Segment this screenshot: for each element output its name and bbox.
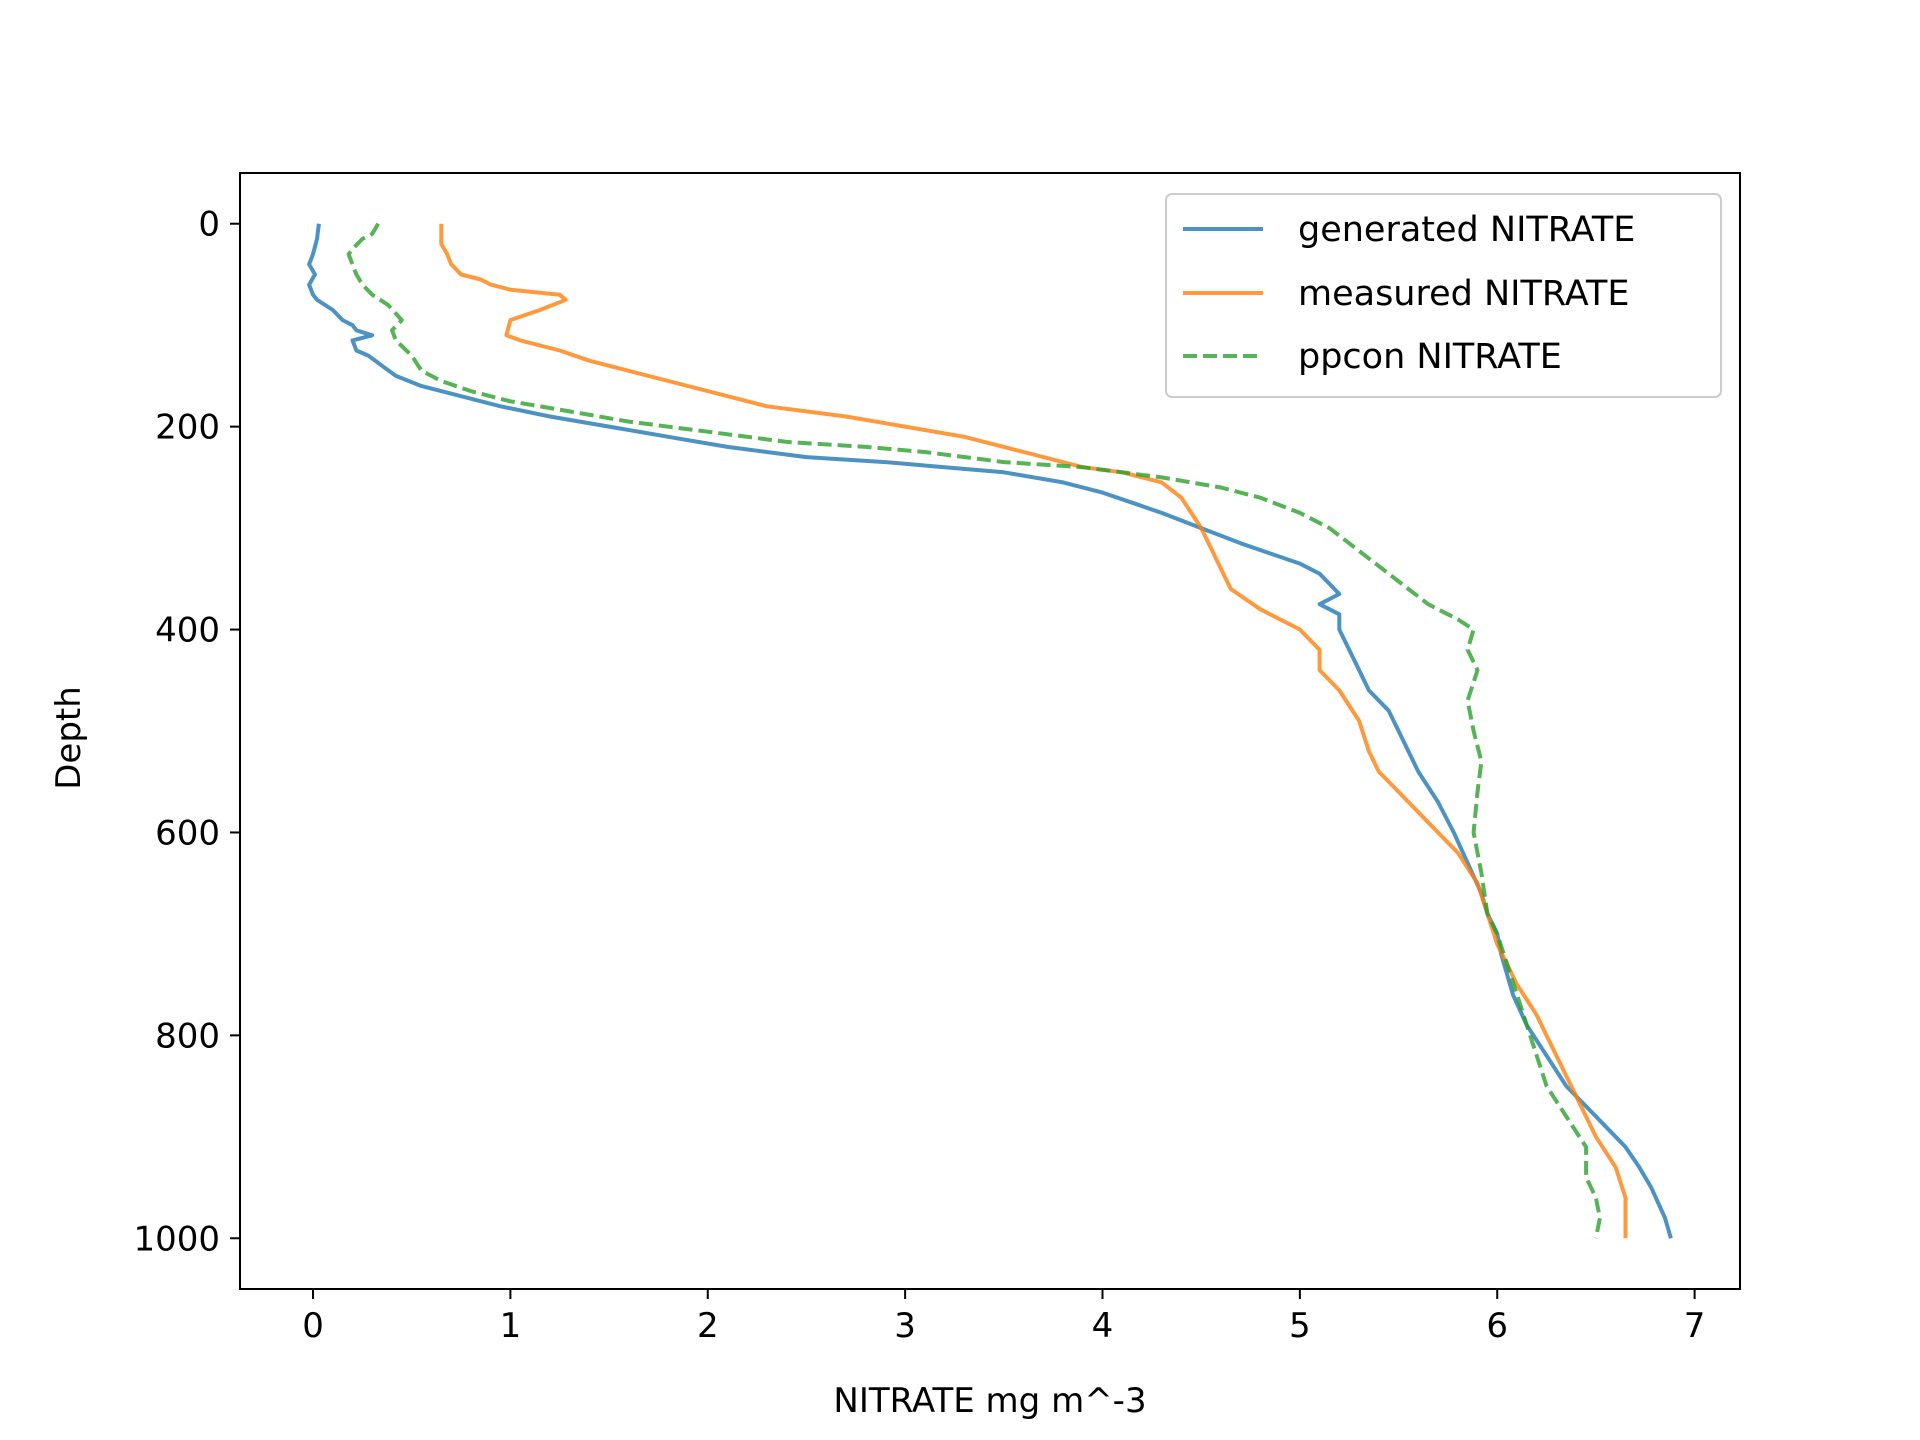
legend-entry-generated: generated NITRATE xyxy=(1183,210,1635,250)
x-tick-label: 6 xyxy=(1486,1306,1508,1346)
x-axis-ticks: 0 1 2 3 4 5 6 7 xyxy=(302,1289,1705,1346)
y-tick-label: 1000 xyxy=(133,1219,220,1259)
series-line-1 xyxy=(439,223,1628,1239)
legend-entry-ppcon: ppcon NITRATE xyxy=(1183,337,1562,377)
y-axis-ticks: 0 200 400 600 800 1000 xyxy=(133,205,240,1259)
legend-box xyxy=(1165,193,1722,398)
x-tick-label: 0 xyxy=(302,1306,324,1346)
x-tick-label: 3 xyxy=(894,1306,916,1346)
legend-label-ppcon: ppcon NITRATE xyxy=(1298,337,1562,377)
x-axis-label: NITRATE mg m^-3 xyxy=(833,1381,1146,1421)
y-tick-label: 400 xyxy=(155,611,220,651)
y-tick-label: 0 xyxy=(198,205,220,245)
x-tick-label: 4 xyxy=(1092,1306,1114,1346)
legend: generated NITRATE measured NITRATE ppcon… xyxy=(1165,193,1722,398)
y-tick-label: 800 xyxy=(155,1016,220,1056)
x-tick-label: 2 xyxy=(697,1306,719,1346)
legend-label-measured: measured NITRATE xyxy=(1298,274,1630,314)
series-line-0 xyxy=(307,223,1673,1239)
x-tick-label: 7 xyxy=(1684,1306,1706,1346)
legend-label-generated: generated NITRATE xyxy=(1298,210,1635,250)
y-tick-label: 600 xyxy=(155,813,220,853)
x-tick-label: 5 xyxy=(1289,1306,1311,1346)
series-layer xyxy=(307,222,1673,1239)
y-tick-label: 200 xyxy=(155,408,220,448)
x-tick-label: 1 xyxy=(500,1306,522,1346)
legend-entry-measured: measured NITRATE xyxy=(1183,274,1630,314)
plot-frame xyxy=(239,172,1741,1290)
y-axis-label: Depth xyxy=(49,686,89,790)
series-line-2 xyxy=(346,222,1602,1239)
